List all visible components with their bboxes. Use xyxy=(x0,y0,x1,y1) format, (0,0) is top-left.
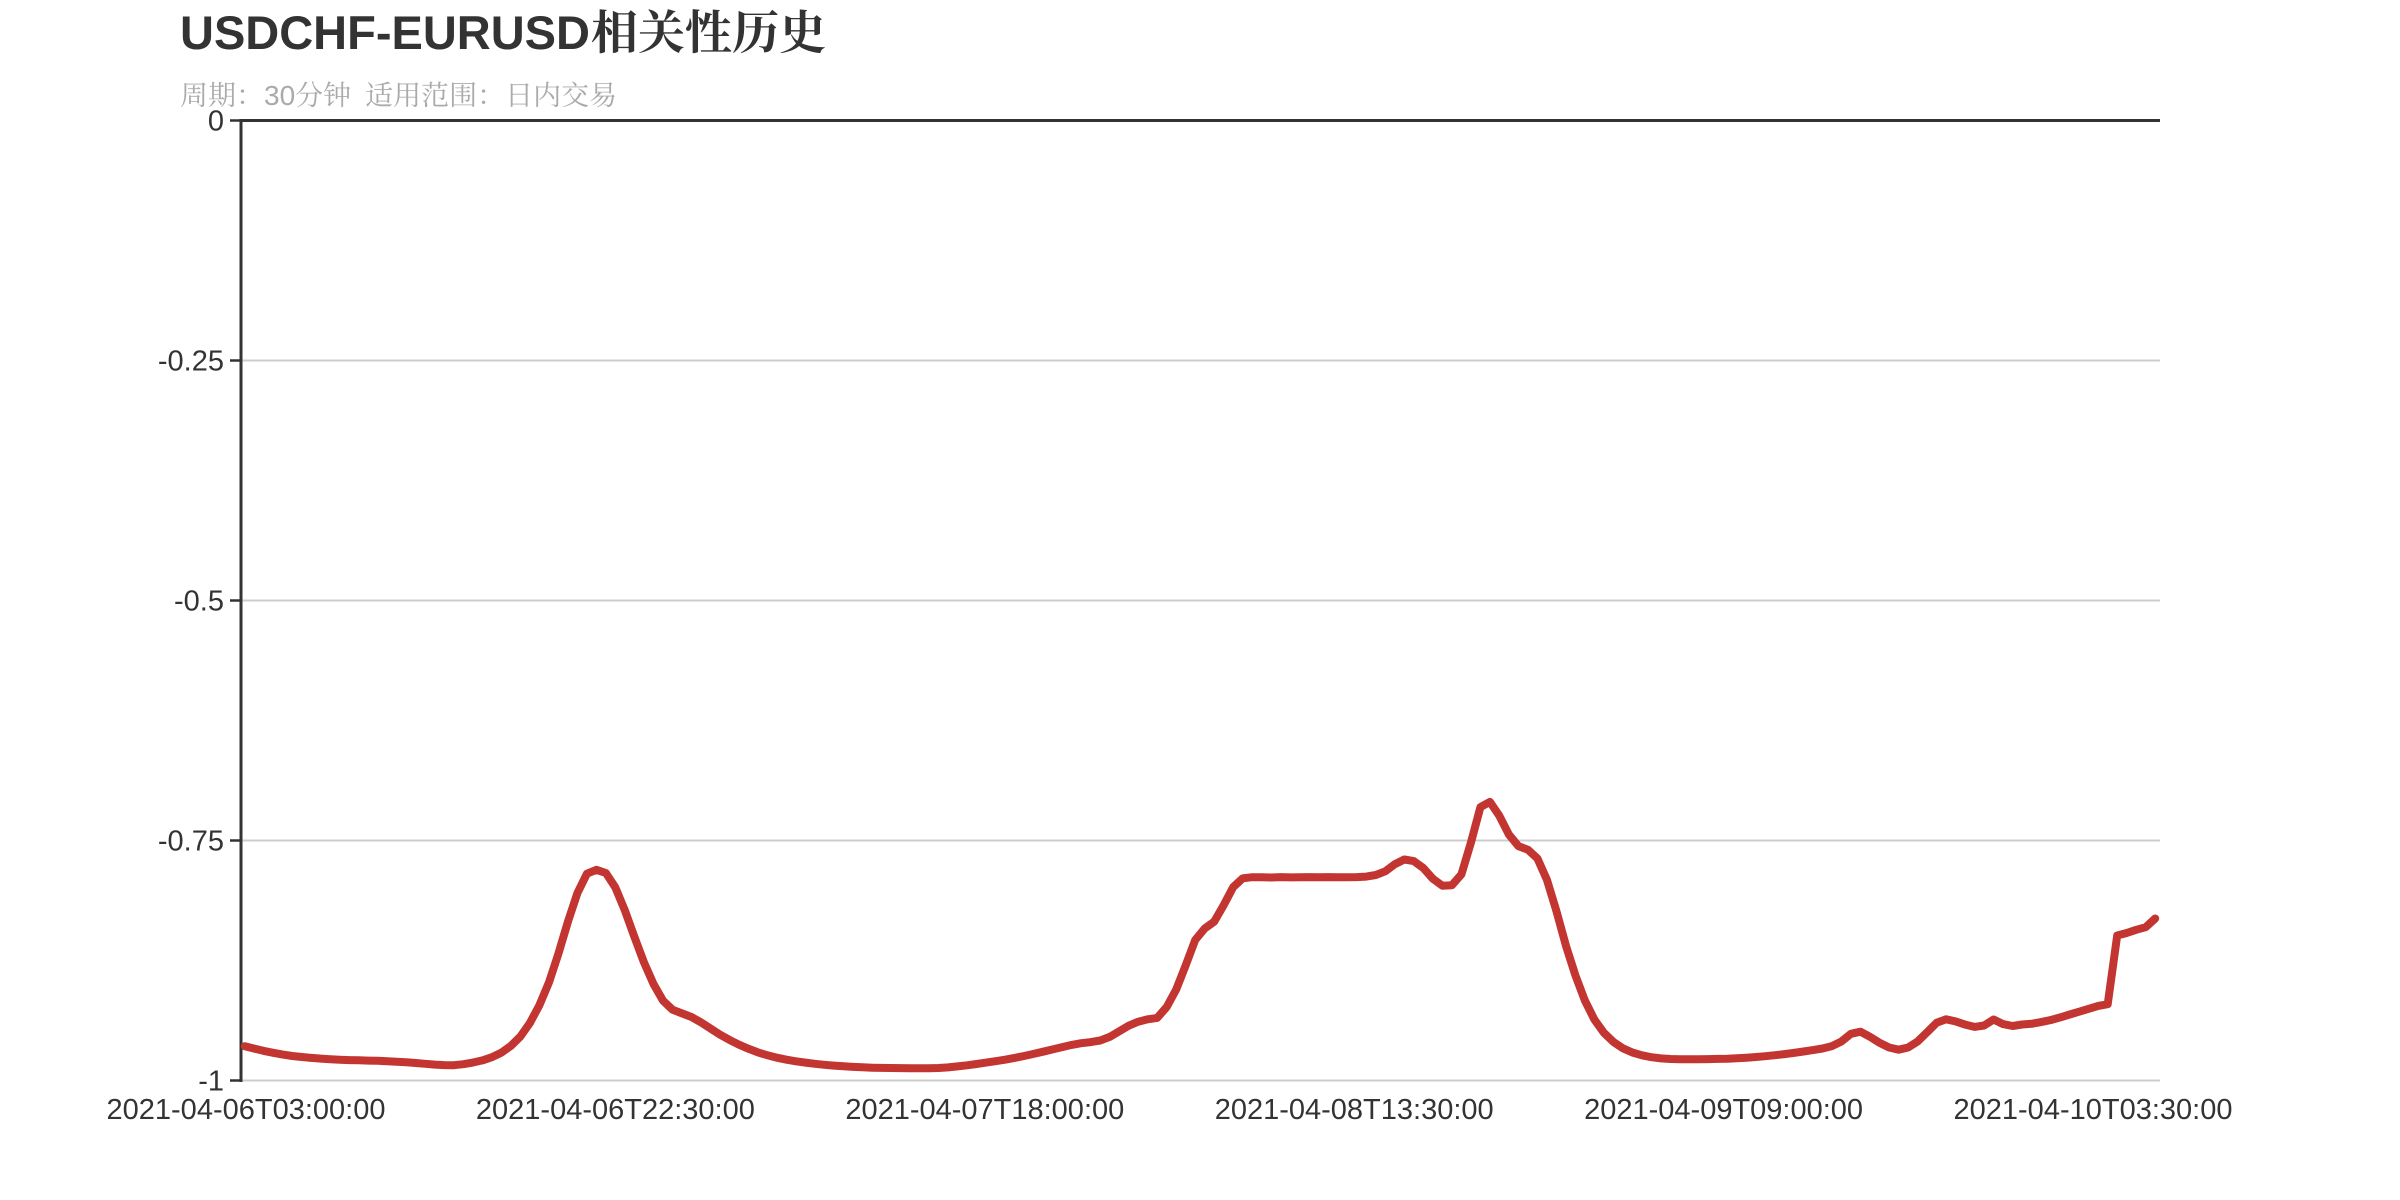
svg-text:2021-04-07T18:00:00: 2021-04-07T18:00:00 xyxy=(845,1094,1124,1126)
svg-text:-1: -1 xyxy=(198,1066,224,1098)
svg-text:2021-04-08T13:30:00: 2021-04-08T13:30:00 xyxy=(1215,1094,1494,1126)
svg-text:-0.75: -0.75 xyxy=(158,826,224,858)
svg-text:2021-04-09T09:00:00: 2021-04-09T09:00:00 xyxy=(1584,1094,1863,1126)
svg-text:-0.5: -0.5 xyxy=(174,586,224,618)
svg-text:2021-04-06T22:30:00: 2021-04-06T22:30:00 xyxy=(476,1094,755,1126)
svg-text:2021-04-10T03:30:00: 2021-04-10T03:30:00 xyxy=(1954,1094,2233,1126)
svg-text:0: 0 xyxy=(208,106,224,138)
svg-text:USDCHF-EURUSD: USDCHF-EURUSD xyxy=(180,6,590,59)
svg-text:2021-04-06T03:00:00: 2021-04-06T03:00:00 xyxy=(107,1094,386,1126)
svg-text:-0.25: -0.25 xyxy=(158,346,224,378)
svg-text:30: 30 xyxy=(264,80,295,111)
